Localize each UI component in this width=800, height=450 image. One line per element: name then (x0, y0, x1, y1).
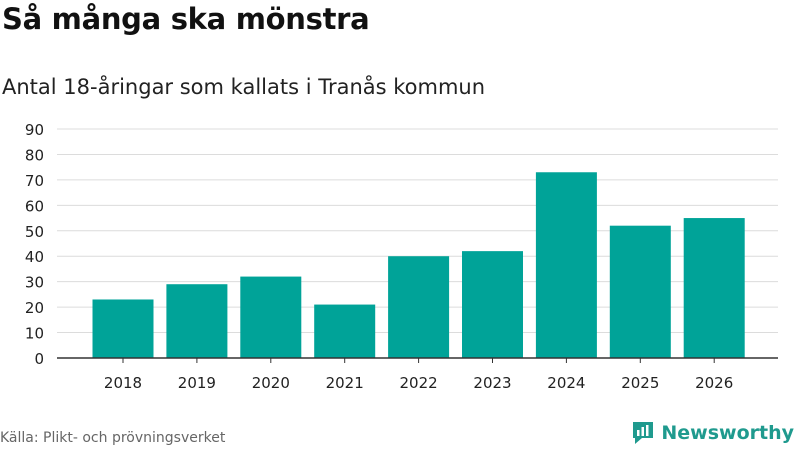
y-tick-label: 80 (25, 146, 44, 164)
bar-2023 (462, 251, 523, 358)
x-tick-label: 2026 (695, 374, 733, 392)
y-tick-label: 70 (25, 172, 44, 190)
x-tick-label: 2020 (252, 374, 290, 392)
y-tick-label: 20 (25, 299, 44, 317)
bar-2026 (683, 218, 745, 358)
x-tick-label: 2024 (547, 374, 585, 392)
x-tick-label: 2022 (400, 374, 438, 392)
bar-2022 (388, 256, 450, 358)
bars (92, 172, 745, 358)
x-tick-label: 2018 (104, 374, 142, 392)
bar-2020 (240, 276, 302, 358)
x-tick-label: 2021 (326, 374, 364, 392)
y-tick-label: 90 (25, 121, 44, 139)
x-axis-ticks: 2018 2019 2020 2021 2022 2023 2024 2025 2026 (104, 358, 733, 392)
x-tick-label: 2023 (473, 374, 511, 392)
bar-2019 (166, 284, 228, 358)
y-axis-ticks: 0 10 20 30 40 50 60 70 80 90 (25, 121, 44, 368)
bar-2021 (314, 304, 376, 358)
y-tick-label: 0 (34, 350, 44, 368)
bar-2024 (535, 172, 597, 358)
x-tick-label: 2019 (178, 374, 216, 392)
y-tick-label: 30 (25, 274, 44, 292)
brand-name: Newsworthy (661, 422, 794, 444)
y-tick-label: 40 (25, 248, 44, 266)
x-tick-label: 2025 (621, 374, 659, 392)
y-tick-label: 10 (25, 325, 44, 343)
source-note: Källa: Plikt- och prövningsverket (0, 430, 226, 446)
chart-title: Så många ska mönstra (2, 2, 370, 36)
bar-2018 (92, 299, 154, 358)
bar-2025 (609, 225, 671, 358)
bar-chart: 0 10 20 30 40 50 60 70 80 90 2018 2019 2020 2021 2022… (25, 121, 778, 392)
y-tick-label: 50 (25, 223, 44, 241)
newsworthy-logo-icon (633, 422, 654, 444)
y-tick-label: 60 (25, 197, 44, 215)
chart-subtitle: Antal 18-åringar som kallats i Tranås ko… (2, 75, 486, 99)
brand: Newsworthy (630, 420, 794, 446)
